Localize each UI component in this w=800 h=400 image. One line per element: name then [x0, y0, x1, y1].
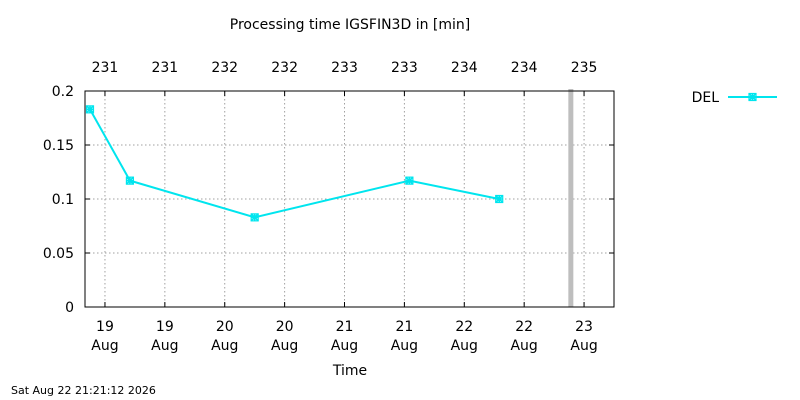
x-tick-label-month: Aug [510, 338, 537, 354]
x-tick-label-day: 21 [336, 319, 354, 335]
top-tick-label: 234 [451, 60, 478, 76]
series-layer [85, 105, 504, 222]
x-tick-label-month: Aug [451, 338, 478, 354]
x-tick-label-month: Aug [331, 338, 358, 354]
footer-timestamp: Sat Aug 22 21:21:12 2026 [11, 384, 156, 397]
x-tick-label-month: Aug [271, 338, 298, 354]
x-axis-label: Time [332, 363, 367, 379]
y-tick-label: 0.2 [52, 84, 74, 100]
x-tick-label-month: Aug [391, 338, 418, 354]
y-tick-label: 0.05 [43, 246, 74, 262]
grid-lines [85, 91, 614, 307]
top-tick-label: 233 [391, 60, 418, 76]
x-tick-label-day: 20 [216, 319, 234, 335]
top-tick-label: 232 [211, 60, 238, 76]
top-axis: 231 231 232 232 233 233 234 234 235 [92, 60, 598, 96]
x-tick-label-month: Aug [91, 338, 118, 354]
x-tick-label-month: Aug [211, 338, 238, 354]
legend-marker [748, 92, 757, 102]
data-point [85, 105, 95, 114]
top-tick-label: 234 [511, 60, 538, 76]
top-tick-label: 232 [271, 60, 298, 76]
top-tick-label: 231 [151, 60, 178, 76]
series-line-del [89, 108, 500, 219]
y-tick-label: 0.15 [43, 138, 74, 154]
data-point [125, 176, 135, 185]
top-tick-label: 233 [331, 60, 358, 76]
data-point [495, 194, 504, 204]
top-tick-label: 235 [571, 60, 598, 76]
x-tick-label-day: 20 [276, 319, 294, 335]
now-marker [568, 89, 574, 307]
legend-label: DEL [692, 90, 720, 106]
x-tick-label-month: Aug [151, 338, 178, 354]
data-point [405, 176, 414, 185]
legend: DEL [692, 90, 777, 106]
y-tick-label: 0 [65, 300, 74, 316]
x-tick-label-day: 23 [575, 319, 593, 335]
x-axis: 19 Aug 19 Aug 20 Aug 20 Aug 21 Aug 21 Aug 22 Aug 22 Aug… [91, 302, 598, 354]
top-tick-label: 231 [92, 60, 119, 76]
x-tick-label-day: 19 [156, 319, 174, 335]
now-marker-bar [568, 89, 574, 307]
x-tick-label-day: 21 [395, 319, 413, 335]
x-tick-label-day: 22 [515, 319, 533, 335]
x-tick-label-day: 19 [96, 319, 114, 335]
x-tick-label-day: 22 [455, 319, 473, 335]
chart-title: Processing time IGSFIN3D in [min] [230, 17, 470, 33]
y-axis: 0 0.05 0.1 0.15 0.2 [43, 84, 614, 316]
x-tick-label-month: Aug [570, 338, 597, 354]
y-tick-label: 0.1 [52, 192, 74, 208]
data-point [250, 213, 259, 222]
